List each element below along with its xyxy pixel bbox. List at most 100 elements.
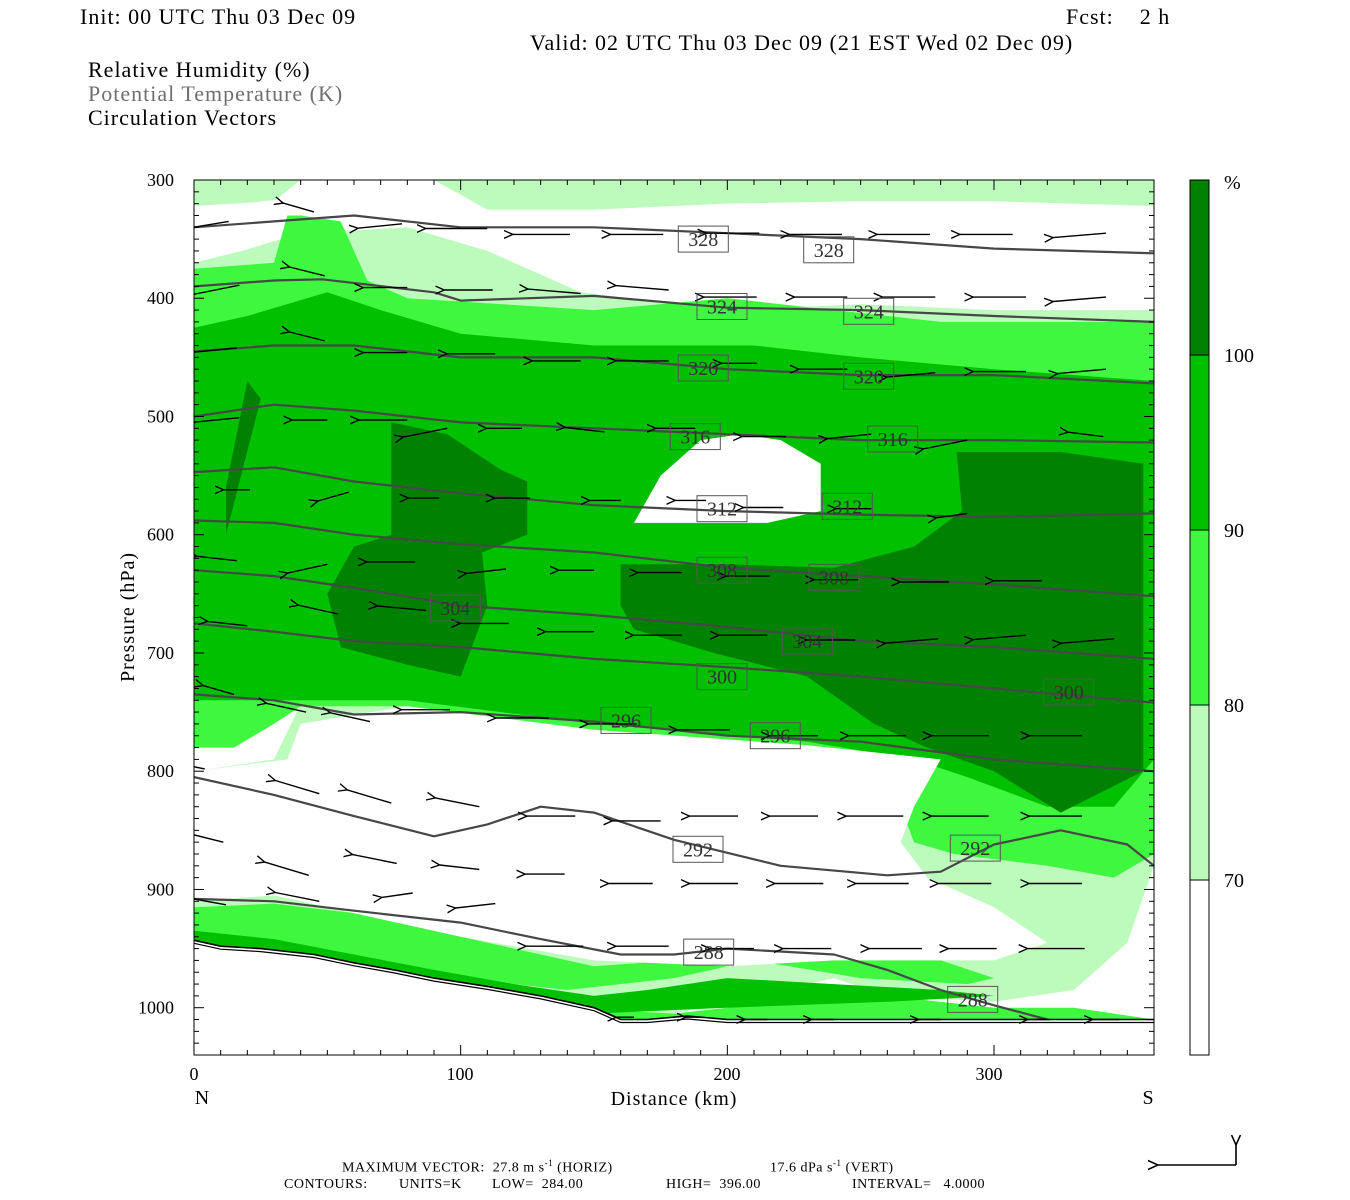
y-tick-label: 700 (147, 643, 174, 663)
contour-label: 300 (1054, 682, 1084, 704)
contour-label-box (600, 706, 652, 734)
circulation-vector (208, 621, 248, 627)
contour-label: 296 (611, 710, 641, 732)
circulation-vector (403, 427, 448, 437)
circulation-vector (266, 703, 307, 713)
circulation-vector (330, 713, 371, 723)
contour-label-box (696, 663, 748, 691)
contour-label: 316 (878, 429, 908, 451)
circulation-vector (382, 892, 413, 897)
isentrope-308 (194, 519, 1154, 598)
contour-label: 320 (854, 366, 884, 388)
x-tick-label: 100 (447, 1064, 474, 1084)
colorbar-unit: % (1224, 172, 1241, 194)
reference-vector-icon (1158, 1145, 1236, 1165)
circulation-vector (195, 284, 240, 294)
horiz-suffix: (HORIZ) (553, 1160, 613, 1176)
circulation-vector (456, 902, 496, 908)
x-tick-label: 200 (714, 1064, 741, 1084)
horiz-value: 27.8 m s (492, 1160, 545, 1176)
contour-label-box (808, 563, 860, 591)
circulation-vector (565, 428, 605, 433)
circulation-vector (1061, 638, 1115, 643)
circulation-vector (1053, 296, 1107, 301)
circulation-vector (466, 568, 507, 573)
rh-region-below70 (194, 706, 1048, 967)
colorbar (1189, 179, 1210, 1056)
rh-region-70-80 (194, 180, 1154, 210)
y-tick-label: 800 (147, 761, 174, 781)
circulation-vector (195, 417, 240, 422)
contour-label: 320 (688, 358, 718, 380)
isentrope-328 (194, 214, 1154, 255)
rh-region-100+ (226, 381, 261, 535)
contour-label: 328 (814, 240, 844, 262)
contour-label-box (821, 492, 873, 520)
circulation-vector (275, 893, 320, 902)
circulation-vector (528, 289, 581, 295)
terrain-line (194, 942, 1154, 1024)
rh-region-80-90 (194, 903, 994, 990)
contour-label-box (696, 293, 748, 320)
interval-label: INTERVAL= (852, 1177, 932, 1192)
horiz-exponent: -1 (544, 1158, 554, 1168)
footer-interval: INTERVAL= 4.0000 (852, 1177, 985, 1193)
circulation-vector (290, 267, 325, 277)
contour-label-box (1043, 678, 1095, 706)
vert-value: 17.6 dPa s (770, 1160, 833, 1176)
contour-label-box (683, 938, 735, 966)
y-tick-label: 500 (147, 406, 174, 426)
circulation-vector (194, 834, 224, 843)
footer-max-vector: MAXIMUM VECTOR: 27.8 m s-1 (HORIZ) (342, 1158, 613, 1177)
low-value: 284.00 (541, 1177, 584, 1192)
contour-label: 304 (440, 598, 470, 620)
high-value: 396.00 (719, 1177, 761, 1192)
isentrope-296 (194, 693, 1154, 773)
contour-label-box (696, 495, 748, 523)
high-label: HIGH= (666, 1177, 712, 1192)
circulation-vector (353, 855, 397, 865)
valid-time: Valid: 02 UTC Thu 03 Dec 09 (21 EST Wed … (530, 30, 1074, 55)
colorbar-level-80: 80 (1224, 695, 1244, 717)
contour-label-box (677, 225, 729, 253)
contour-label: 304 (792, 631, 822, 653)
contour-label-box (843, 297, 895, 325)
contour-label-box (843, 362, 895, 390)
circulation-vector (358, 223, 403, 228)
circulation-vector (937, 512, 968, 517)
circulation-vector (885, 638, 939, 643)
circulation-vector (435, 798, 480, 808)
circulation-vector (923, 439, 968, 449)
x-tick-label: 0 (190, 1064, 199, 1084)
contour-label: 312 (832, 496, 862, 518)
y-tick-label: 900 (147, 879, 174, 899)
y-tick-label: 300 (147, 170, 174, 190)
contour-label-box (803, 236, 855, 264)
rh-region-90-100 (194, 930, 994, 1014)
contour-label: 328 (688, 229, 718, 251)
x-tick-label: 300 (976, 1064, 1003, 1084)
axes-layer: 300 400 500 600 700 800 900 1000 (138, 170, 1155, 1055)
circulation-vector (1058, 368, 1107, 373)
isentrope-300 (194, 622, 1154, 704)
contour-label: 292 (960, 838, 990, 860)
contour-label-box (867, 425, 919, 453)
vert-exponent: -1 (832, 1158, 842, 1168)
circulation-vector (197, 556, 237, 562)
circulation-vector (265, 862, 309, 876)
circulation-vector (616, 286, 669, 291)
circulation-vector (318, 491, 349, 501)
colorbar-level-90: 90 (1224, 520, 1244, 542)
footer-vert: 17.6 dPa s-1 (VERT) (770, 1158, 894, 1177)
contour-label: 324 (854, 301, 884, 323)
contour-label: 288 (694, 942, 724, 964)
contour-label: 296 (760, 726, 790, 748)
circulation-vector (1053, 232, 1107, 237)
rh-region-100+ (327, 422, 528, 677)
y-tick-label: 400 (147, 288, 174, 308)
interval-value: 4.0000 (943, 1177, 985, 1192)
contour-label: 316 (680, 427, 710, 449)
circulation-vector (288, 563, 328, 573)
contour-label: 308 (707, 560, 737, 582)
colorbar-segment (1189, 879, 1210, 1056)
